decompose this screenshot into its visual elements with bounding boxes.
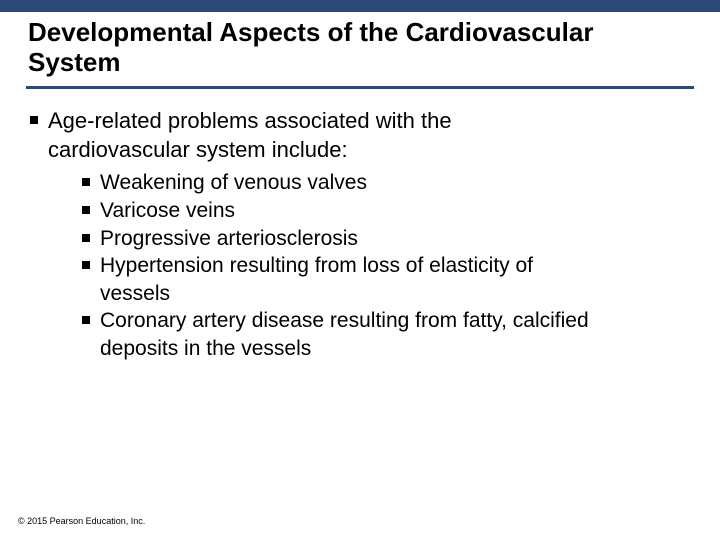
intro-bullet: Age-related problems associated with the (30, 107, 690, 135)
sub-bullet-list: Weakening of venous valves Varicose vein… (30, 164, 690, 363)
list-item-text: Hypertension resulting from loss of elas… (100, 254, 533, 277)
slide-title-line1: Developmental Aspects of the Cardiovascu… (28, 18, 692, 48)
square-bullet-icon (82, 316, 90, 324)
list-item-text: Coronary artery disease resulting from f… (100, 309, 589, 332)
slide-title-line2: System (28, 48, 692, 78)
square-bullet-icon (82, 178, 90, 186)
intro-line2-wrap: cardiovascular system include: (30, 136, 690, 164)
list-item-text-cont: vessels (100, 282, 170, 305)
content-area: Age-related problems associated with the… (0, 89, 720, 363)
list-item: Hypertension resulting from loss of elas… (82, 253, 690, 280)
list-item-text: Progressive arteriosclerosis (100, 227, 358, 250)
list-item: Weakening of venous valves (82, 170, 690, 197)
title-block: Developmental Aspects of the Cardiovascu… (0, 12, 720, 84)
square-bullet-icon (82, 234, 90, 242)
top-accent-bar (0, 0, 720, 12)
square-bullet-icon (30, 116, 38, 124)
list-item-cont: vessels (82, 281, 690, 308)
list-item-text: Varicose veins (100, 199, 235, 222)
list-item-text-cont: deposits in the vessels (100, 337, 311, 360)
list-item: Progressive arteriosclerosis (82, 226, 690, 253)
list-item-cont: deposits in the vessels (82, 336, 690, 363)
intro-line2: cardiovascular system include: (48, 137, 348, 162)
list-item: Coronary artery disease resulting from f… (82, 308, 690, 335)
copyright-text: © 2015 Pearson Education, Inc. (18, 516, 145, 526)
square-bullet-icon (82, 261, 90, 269)
list-item: Varicose veins (82, 198, 690, 225)
square-bullet-icon (82, 206, 90, 214)
intro-line1: Age-related problems associated with the (48, 108, 452, 133)
list-item-text: Weakening of venous valves (100, 171, 367, 194)
